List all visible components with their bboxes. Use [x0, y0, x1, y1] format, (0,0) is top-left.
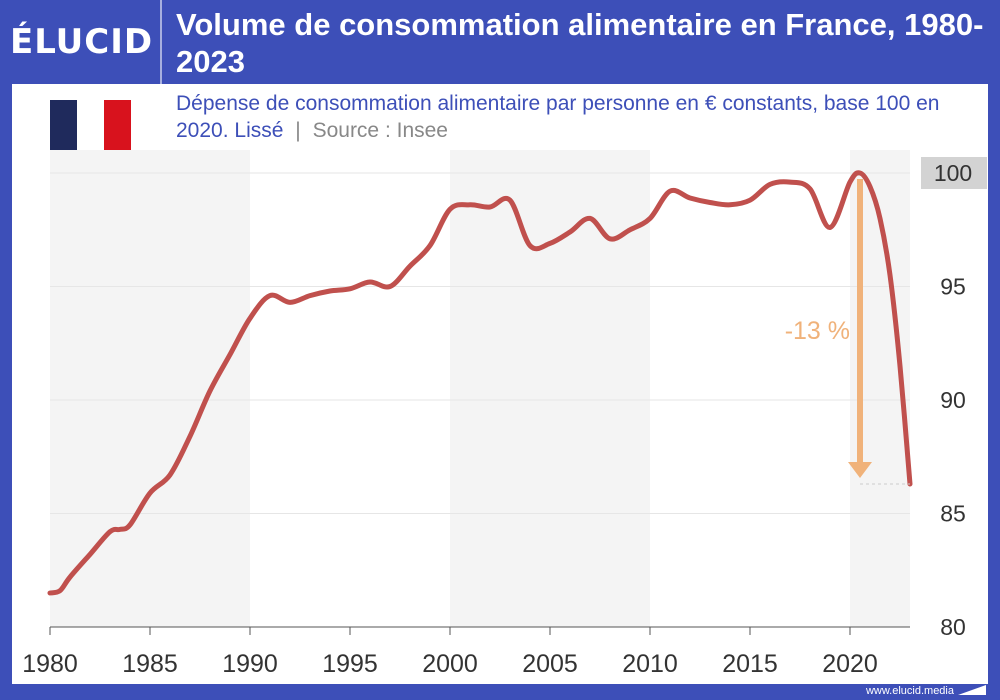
y-tick-label-85: 85 — [940, 501, 966, 527]
x-tick-label-1990: 1990 — [222, 650, 278, 678]
series-line — [47, 170, 913, 596]
shaded-band-0 — [50, 150, 250, 627]
x-tick-label-1995: 1995 — [322, 650, 378, 678]
header: ÉLUCID Volume de consommation alimentair… — [0, 0, 1000, 84]
elucid-logo[interactable]: ÉLUCID — [10, 22, 154, 62]
annotation-arrowhead — [848, 461, 872, 478]
shaded-band-1 — [450, 150, 650, 627]
header-divider — [160, 0, 162, 84]
y-tick-label-80: 80 — [940, 614, 966, 640]
y-tick-highlight — [921, 157, 987, 189]
elucid-mark-icon — [958, 685, 986, 695]
x-tick-label-2010: 2010 — [622, 650, 678, 678]
chart-subtitle: Dépense de consommation alimentaire par … — [176, 90, 976, 144]
flag-white-stripe — [77, 100, 104, 151]
subtitle-separator: | — [295, 119, 301, 142]
x-tick-label-2020: 2020 — [822, 650, 878, 678]
x-tick-label-1985: 1985 — [122, 650, 178, 678]
chart-title: Volume de consommation alimentaire en Fr… — [176, 7, 984, 79]
y-tick-label-90: 90 — [940, 387, 966, 413]
y-tick-label-95: 95 — [940, 274, 966, 300]
footer-url[interactable]: www.elucid.media — [865, 685, 954, 697]
x-tick-label-2000: 2000 — [422, 650, 478, 678]
france-flag-icon — [50, 100, 131, 151]
source-label: Source : Insee — [312, 119, 448, 142]
y-tick-label-100: 100 — [934, 160, 972, 186]
annotation-label: -13 % — [785, 317, 850, 345]
flag-blue-stripe — [50, 100, 77, 151]
x-tick-label-1980: 1980 — [22, 650, 78, 678]
x-tick-label-2015: 2015 — [722, 650, 778, 678]
subtitle-main: Dépense de consommation alimentaire par … — [176, 92, 940, 142]
flag-red-stripe — [104, 100, 131, 151]
x-tick-label-2005: 2005 — [522, 650, 578, 678]
